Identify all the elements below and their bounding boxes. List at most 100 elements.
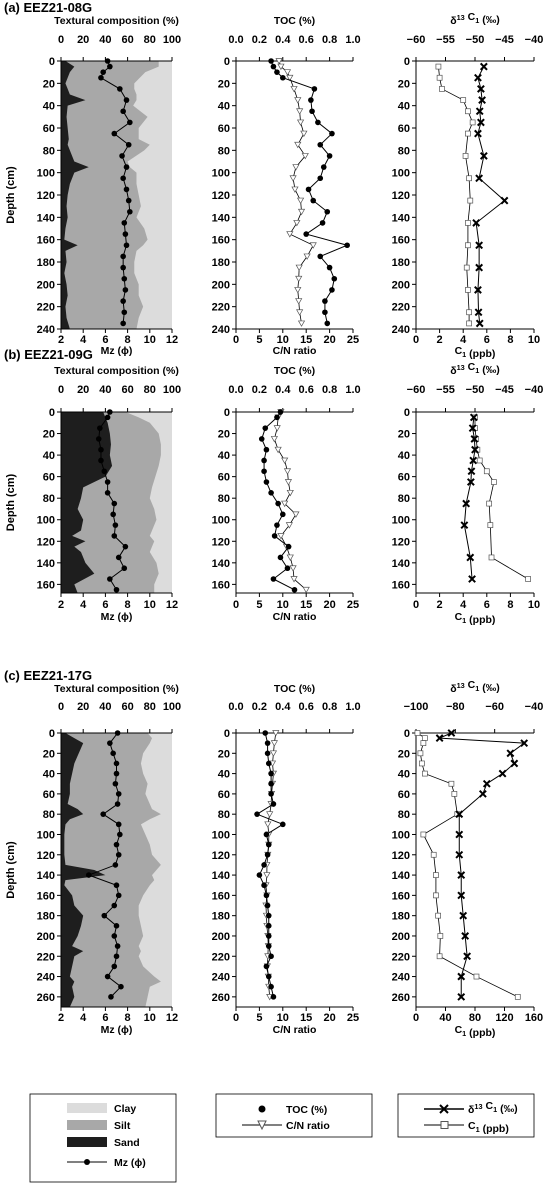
toc-tick-label: 0.0 (228, 701, 243, 713)
depth-tick-label: 40 (43, 101, 55, 113)
toc-point (261, 457, 267, 464)
toc-point (303, 231, 310, 237)
d13c-point (460, 521, 469, 530)
c1-point (437, 933, 444, 939)
right-depth-tick-label: 120 (392, 850, 410, 862)
toc-point (262, 730, 269, 736)
right-depth-tick-label: 40 (398, 769, 410, 781)
right-depth-tick-label: 160 (392, 235, 410, 247)
toc-tick-label: 0.2 (252, 701, 267, 713)
cn-point (309, 242, 317, 249)
toc-tick-label: 0.8 (322, 384, 337, 396)
c1-point (514, 994, 521, 1000)
legend-mz-label: Mz (ϕ) (114, 1157, 146, 1169)
d13c-point (479, 62, 488, 71)
silt-area (61, 61, 159, 329)
toc-point (268, 490, 274, 496)
right-depth-tick-label: 80 (398, 145, 410, 157)
mz-point (104, 973, 111, 980)
depth-tick-label: 60 (43, 789, 55, 801)
d13c-point (472, 219, 481, 227)
legend-clay-swatch (67, 1103, 107, 1113)
depth-tick-label: 140 (37, 212, 55, 224)
cn-point (277, 63, 285, 71)
d13c-point (457, 891, 466, 900)
toc-point (263, 446, 270, 453)
cn-point (302, 586, 310, 594)
toc-point (270, 63, 277, 70)
toc-point (254, 811, 260, 817)
toc-point (270, 576, 277, 582)
c1-point (433, 892, 439, 899)
toc-point (265, 912, 272, 919)
right-depth-tick-label: 100 (392, 168, 410, 180)
depth-tick-label: 180 (37, 911, 55, 923)
toc-point (277, 554, 284, 561)
right-depth-tick-label: 140 (392, 870, 410, 882)
c1-point (419, 760, 425, 767)
mz-point (115, 554, 122, 561)
texture-tick-label: 100 (163, 34, 181, 46)
depth-tick-label: 160 (37, 579, 55, 591)
mz-point (98, 74, 104, 81)
mid-depth-tick-label: 20 (218, 429, 230, 441)
d13c-point (467, 467, 476, 476)
toc-point (280, 821, 286, 828)
depth-tick-label: 120 (37, 190, 55, 202)
d13c-point (455, 850, 464, 859)
depth-axis-title: Depth (cm) (5, 166, 17, 224)
toc-point (263, 892, 270, 899)
depth-tick-label: 140 (37, 870, 55, 882)
cn-point (303, 253, 311, 260)
mid-depth-tick-label: 120 (212, 190, 230, 202)
mid-depth-tick-label: 60 (218, 472, 230, 484)
mid-depth-tick-label: 100 (212, 515, 230, 527)
mz-point (98, 446, 104, 453)
mz-point (111, 933, 118, 939)
cn-point (290, 86, 298, 93)
depth-tick-label: 160 (37, 890, 55, 902)
texture-axis-title: Textural composition (%) (54, 683, 179, 695)
right-depth-tick-label: 240 (392, 324, 410, 336)
mz-tick-label: 8 (125, 599, 131, 611)
right-depth-tick-label: 60 (398, 789, 410, 801)
right-depth-tick-label: 200 (392, 279, 410, 291)
depth-tick-label: 80 (43, 145, 55, 157)
toc-tick-label: 0.6 (299, 34, 314, 46)
cn-point (295, 275, 303, 283)
toc-point (274, 414, 280, 421)
right-depth-tick-label: 20 (398, 748, 410, 760)
right-depth-tick-label: 160 (392, 890, 410, 902)
d13c-point (476, 118, 485, 127)
toc-point (261, 862, 267, 868)
d13c-tick-label: −80 (446, 701, 465, 713)
depth-tick-label: 80 (43, 809, 55, 821)
legend-d13c-marker (439, 1104, 449, 1114)
mid-depth-tick-label: 80 (218, 493, 230, 505)
right-depth-tick-label: 220 (392, 951, 410, 963)
mz-point (119, 153, 125, 159)
mz-point (115, 791, 122, 797)
cn-point (266, 811, 274, 818)
c1-point (465, 242, 471, 249)
texture-tick-label: 20 (77, 701, 89, 713)
toc-point (268, 770, 274, 777)
d13c-point (447, 729, 456, 737)
d13c-point (468, 575, 476, 583)
cn-point (284, 479, 293, 486)
mz-point (121, 220, 128, 226)
right-depth-tick-label: 20 (398, 78, 410, 90)
depth-tick-label: 100 (37, 168, 55, 180)
cn-point (296, 197, 305, 205)
toc-point (265, 760, 272, 767)
mz-point (123, 97, 130, 103)
texture-tick-label: 20 (77, 34, 89, 46)
right-depth-tick-label: 100 (392, 829, 410, 841)
d13c-tick-label: −100 (404, 701, 429, 713)
c1-point (436, 74, 443, 81)
d13c-tick-label: −55 (436, 384, 455, 396)
depth-axis-title: Depth (cm) (5, 473, 17, 531)
cn-point (281, 500, 289, 508)
toc-tick-label: 1.0 (345, 34, 360, 46)
d13c-point (468, 424, 477, 433)
